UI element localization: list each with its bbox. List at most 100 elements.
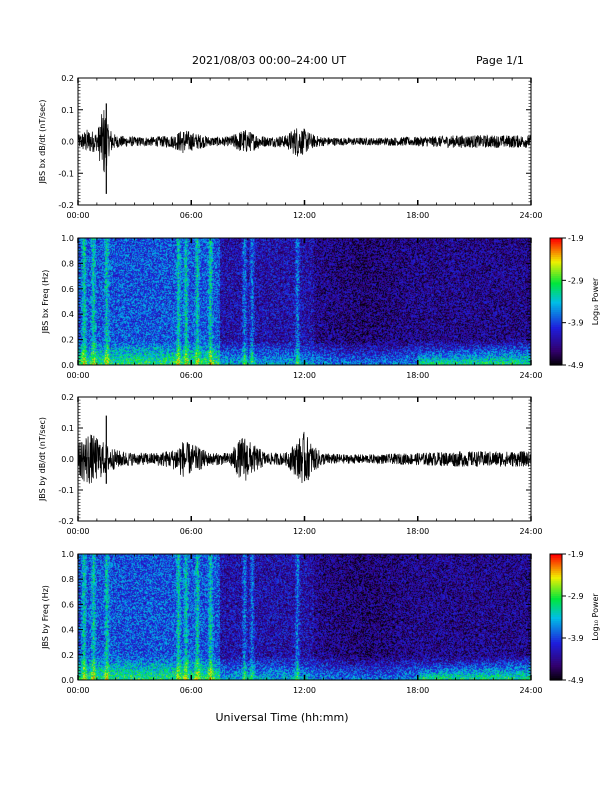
x-tick-label: 00:00 — [66, 211, 89, 220]
colorbar-swatch — [550, 257, 562, 260]
colorbar-swatch — [550, 312, 562, 315]
colorbar-swatch — [550, 652, 562, 656]
by-dbdt-ylabel: JBS by dB/dt (nT/sec) — [38, 417, 47, 502]
x-tick-label: 06:00 — [180, 686, 203, 695]
colorbar-swatch — [550, 629, 562, 633]
by-spectrogram — [78, 554, 531, 680]
colorbar-swatch — [550, 623, 562, 626]
colorbar-swatch — [550, 625, 562, 629]
colorbar-tick-label: -4.9 — [568, 361, 584, 370]
x-tick-label: 06:00 — [180, 527, 203, 536]
bx-colorbar-label: Log₁₀ Power — [591, 277, 600, 325]
colorbar-swatch — [550, 558, 562, 561]
colorbar-swatch — [550, 638, 562, 641]
x-tick-label: 06:00 — [180, 211, 203, 220]
colorbar-swatch — [550, 581, 562, 584]
x-tick-label: 24:00 — [519, 211, 542, 220]
colorbar-swatch — [550, 320, 562, 324]
y-tick-label: 0.8 — [61, 575, 74, 584]
colorbar-swatch — [550, 284, 562, 288]
colorbar-swatch — [550, 333, 562, 336]
by-freq-ylabel: JBS by Freq (Hz) — [41, 585, 50, 650]
y-tick-label: 1.0 — [61, 234, 74, 243]
colorbar-swatch — [550, 297, 562, 300]
colorbar-swatch — [550, 663, 562, 666]
bx-dbdt-yaxis: -0.2 -0.1 0.0 0.1 0.2 — [58, 74, 531, 210]
colorbar-swatch — [550, 265, 562, 269]
colorbar-tick-label: -1.9 — [568, 550, 584, 559]
colorbar-swatch — [550, 677, 562, 681]
colorbar-swatch — [550, 238, 562, 241]
colorbar-swatch — [550, 280, 562, 284]
bx-dbdt-ylabel: JBS bx dB/dt (nT/sec) — [38, 99, 47, 184]
colorbar-swatch — [550, 644, 562, 647]
by-freq-panel: 0.0 0.2 0.4 0.6 0.8 1.0 00:00 06:00 12:00 18:00 2… — [41, 550, 600, 695]
colorbar-swatch — [550, 669, 562, 673]
colorbar-swatch — [550, 314, 562, 317]
by-freq-xaxis: 00:00 06:00 12:00 18:00 24:00 — [66, 554, 543, 695]
colorbar-swatch — [550, 252, 562, 256]
colorbar-swatch — [550, 675, 562, 679]
x-tick-label: 00:00 — [66, 686, 89, 695]
x-tick-label: 12:00 — [293, 371, 316, 380]
colorbar-swatch — [550, 654, 562, 658]
y-tick-label: -0.1 — [58, 169, 74, 178]
colorbar-swatch — [550, 348, 562, 351]
colorbar-swatch — [550, 610, 562, 614]
colorbar-swatch — [550, 650, 562, 654]
colorbar-swatch — [550, 299, 562, 303]
y-tick-label: 0.1 — [61, 424, 74, 433]
colorbar-swatch — [550, 635, 562, 639]
y-tick-label: 0.0 — [61, 676, 74, 685]
colorbar-swatch — [550, 244, 562, 248]
colorbar-swatch — [550, 598, 562, 601]
by-colorbar: -1.9 -2.9 -3.9 -4.9 — [549, 550, 584, 685]
colorbar-tick-label: -3.9 — [568, 634, 584, 643]
xaxis-title: Universal Time (hh:mm) — [216, 711, 349, 724]
colorbar-swatch — [550, 248, 562, 252]
y-tick-label: 0.0 — [61, 361, 74, 370]
colorbar-swatch — [550, 593, 562, 597]
by-dbdt-trace — [77, 415, 532, 484]
y-tick-label: 0.8 — [61, 259, 74, 268]
colorbar-swatch — [550, 585, 562, 589]
bx-freq-panel: 0.0 0.2 0.4 0.6 0.8 1.0 00:00 06:00 12:00 18:00 2… — [41, 234, 600, 380]
colorbar-swatch — [550, 633, 562, 637]
bx-dbdt-panel: -0.2 -0.1 0.0 0.1 0.2 00:00 06:00 12:00 18:00 24… — [38, 74, 543, 220]
colorbar-swatch — [550, 583, 562, 587]
colorbar-swatch — [550, 352, 562, 356]
colorbar-swatch — [550, 305, 562, 309]
colorbar-swatch — [550, 350, 562, 353]
colorbar-swatch — [550, 600, 562, 603]
x-tick-label: 18:00 — [406, 527, 429, 536]
x-tick-label: 24:00 — [519, 527, 542, 536]
colorbar-swatch — [550, 246, 562, 250]
colorbar-swatch — [550, 307, 562, 311]
colorbar-swatch — [550, 278, 562, 281]
colorbar-swatch — [550, 263, 562, 267]
colorbar-swatch — [550, 316, 562, 320]
colorbar-swatch — [550, 286, 562, 290]
colorbar-swatch — [550, 290, 562, 294]
colorbar-swatch — [550, 577, 562, 580]
colorbar-swatch — [550, 303, 562, 307]
colorbar-swatch — [550, 665, 562, 668]
x-tick-label: 00:00 — [66, 527, 89, 536]
colorbar-swatch — [550, 614, 562, 618]
colorbar-swatch — [550, 608, 562, 612]
y-tick-label: 0.0 — [61, 455, 74, 464]
colorbar-swatch — [550, 343, 562, 347]
colorbar-swatch — [550, 259, 562, 262]
colorbar-swatch — [550, 269, 562, 273]
colorbar-frame — [549, 553, 563, 681]
y-tick-label: 0.6 — [61, 600, 74, 609]
bx-dbdt-xaxis: 00:00 06:00 12:00 18:00 24:00 — [66, 78, 543, 220]
colorbar-swatch — [550, 356, 562, 360]
colorbar-swatch — [550, 267, 562, 271]
colorbar-swatch — [550, 301, 562, 305]
colorbar-swatch — [550, 261, 562, 264]
colorbar-swatch — [550, 617, 562, 620]
x-tick-label: 12:00 — [293, 211, 316, 220]
